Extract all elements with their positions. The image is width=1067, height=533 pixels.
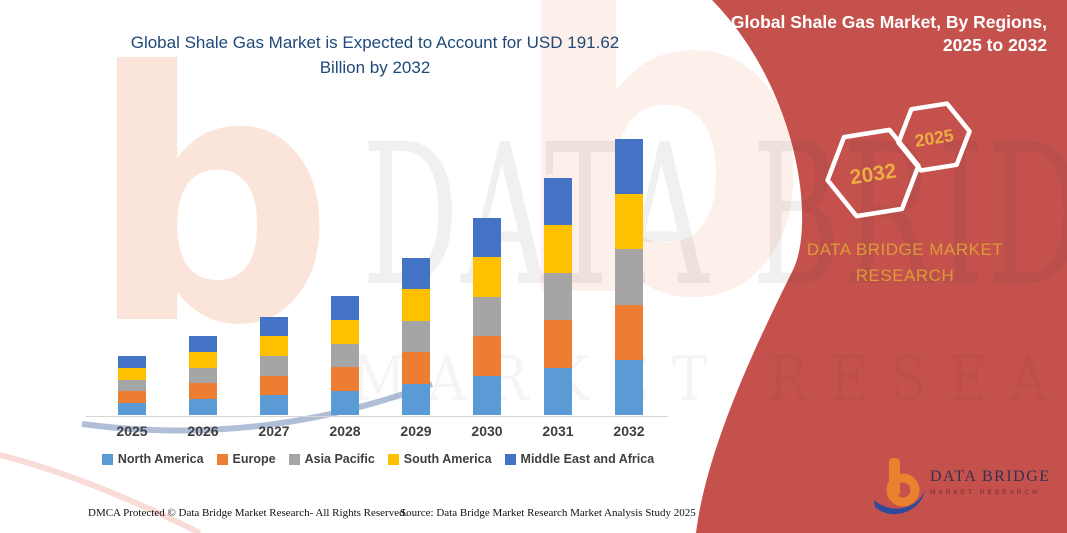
watermark-blue-arc xyxy=(81,381,434,434)
x-axis-label-2025: 2025 xyxy=(116,423,148,439)
bar-segment-middle-east-and-africa-2026 xyxy=(189,336,217,352)
legend: North America Europe Asia Pacific South Ame… xyxy=(88,452,668,466)
logo-icon xyxy=(874,458,925,515)
bar-segment-north-america-2029 xyxy=(402,383,430,415)
bar-segment-europe-2031 xyxy=(544,320,572,368)
bar-segment-south-america-2032 xyxy=(615,194,643,250)
bar-segment-middle-east-and-africa-2030 xyxy=(473,217,501,257)
bar-segment-north-america-2027 xyxy=(260,395,288,415)
bar-segment-asia-pacific-2027 xyxy=(260,355,288,376)
legend-swatch-europe xyxy=(216,453,228,465)
bar-segment-asia-pacific-2026 xyxy=(189,367,217,384)
legend-item-middle-east-and-africa: Middle East and Africa xyxy=(504,452,655,466)
bar-segment-europe-2027 xyxy=(260,375,288,396)
watermark-red-arc xyxy=(0,452,202,533)
hexagon-outline-2025 xyxy=(896,101,972,173)
bar-2025 xyxy=(118,356,146,415)
x-axis-label-2031: 2031 xyxy=(542,423,574,439)
hexagon-badge-2032: 2032 xyxy=(825,127,921,219)
logo-subtitle: MARKET RESEARCH xyxy=(930,489,1040,496)
bar-2026 xyxy=(189,336,217,415)
side-panel-background xyxy=(696,0,1067,533)
bar-segment-south-america-2029 xyxy=(402,289,430,321)
bar-segment-asia-pacific-2031 xyxy=(544,272,572,320)
x-axis-label-2029: 2029 xyxy=(400,423,432,439)
bar-segment-south-america-2028 xyxy=(331,319,359,344)
legend-label-asia-pacific: Asia Pacific xyxy=(304,452,375,466)
x-axis-label-2026: 2026 xyxy=(187,423,219,439)
bar-segment-middle-east-and-africa-2031 xyxy=(544,177,572,225)
bar-segment-asia-pacific-2029 xyxy=(402,320,430,352)
bar-segment-north-america-2025 xyxy=(118,403,146,415)
hexagon-badges: 2032 2025 xyxy=(825,101,972,219)
bar-segment-south-america-2025 xyxy=(118,367,146,380)
legend-swatch-south-america xyxy=(387,453,399,465)
bar-segment-europe-2025 xyxy=(118,391,146,404)
bar-2030 xyxy=(473,217,501,415)
bar-segment-asia-pacific-2028 xyxy=(331,343,359,368)
bar-segment-south-america-2031 xyxy=(544,225,572,273)
legend-swatch-middle-east-and-africa xyxy=(504,453,516,465)
bar-segment-south-america-2030 xyxy=(473,257,501,297)
bar-segment-europe-2032 xyxy=(615,304,643,360)
watermark-logo-b-left: b xyxy=(88,0,335,401)
bar-2029 xyxy=(402,257,430,415)
axis-line xyxy=(86,416,668,417)
bar-segment-north-america-2032 xyxy=(615,359,643,415)
logo-swoosh xyxy=(874,490,925,515)
footer-dmca: DMCA Protected © Data Bridge Market Rese… xyxy=(88,507,408,519)
logo-b-bowl xyxy=(886,473,920,507)
bar-segment-middle-east-and-africa-2027 xyxy=(260,316,288,337)
bar-segment-north-america-2028 xyxy=(331,391,359,415)
bar-segment-asia-pacific-2032 xyxy=(615,249,643,305)
watermark-text-marketresearch: MARKET RESEARCH xyxy=(352,342,1067,415)
bar-segment-middle-east-and-africa-2025 xyxy=(118,356,146,368)
bar-segment-north-america-2030 xyxy=(473,375,501,415)
brand-wordmark: DATA BRIDGE MARKET RESEARCH xyxy=(806,240,1004,285)
bar-segment-europe-2028 xyxy=(331,367,359,392)
legend-item-europe: Europe xyxy=(216,452,276,466)
side-panel-title: Global Shale Gas Market, By Regions, 202… xyxy=(730,12,1047,56)
legend-label-middle-east-and-africa: Middle East and Africa xyxy=(520,452,655,466)
bar-segment-europe-2029 xyxy=(402,352,430,384)
x-axis-label-2030: 2030 xyxy=(471,423,503,439)
bar-segment-south-america-2027 xyxy=(260,336,288,356)
bar-2031 xyxy=(544,177,572,415)
footer-source: Source: Data Bridge Market Research Mark… xyxy=(400,507,696,519)
bar-segment-europe-2030 xyxy=(473,336,501,376)
bar-2032 xyxy=(615,139,643,415)
bar-2028 xyxy=(331,296,359,415)
legend-item-asia-pacific: Asia Pacific xyxy=(288,452,375,466)
bar-segment-north-america-2031 xyxy=(544,367,572,415)
logo-title: DATA BRIDGE xyxy=(930,468,1051,485)
x-axis-label-2032: 2032 xyxy=(613,423,645,439)
x-axis-label-2027: 2027 xyxy=(258,423,290,439)
bar-segment-north-america-2026 xyxy=(189,399,217,415)
legend-swatch-asia-pacific xyxy=(288,453,300,465)
legend-item-south-america: South America xyxy=(387,452,492,466)
bar-segment-asia-pacific-2025 xyxy=(118,379,146,392)
bar-segment-middle-east-and-africa-2028 xyxy=(331,296,359,320)
bar-2027 xyxy=(260,316,288,415)
legend-label-europe: Europe xyxy=(232,452,276,466)
bar-segment-south-america-2026 xyxy=(189,351,217,368)
bar-segment-asia-pacific-2030 xyxy=(473,296,501,336)
bar-segment-europe-2026 xyxy=(189,383,217,400)
legend-label-south-america: South America xyxy=(403,452,492,466)
legend-item-north-america: North America xyxy=(101,452,204,466)
bar-segment-middle-east-and-africa-2032 xyxy=(615,139,643,195)
x-axis-label-2028: 2028 xyxy=(329,423,361,439)
legend-label-north-america: North America xyxy=(117,452,204,466)
hexagon-badge-2025: 2025 xyxy=(896,101,972,173)
bar-segment-middle-east-and-africa-2029 xyxy=(402,257,430,289)
main-title: Global Shale Gas Market is Expected to A… xyxy=(130,33,620,77)
logo-text: DATA BRIDGE MARKET RESEARCH xyxy=(930,468,1051,496)
legend-swatch-north-america xyxy=(101,453,113,465)
